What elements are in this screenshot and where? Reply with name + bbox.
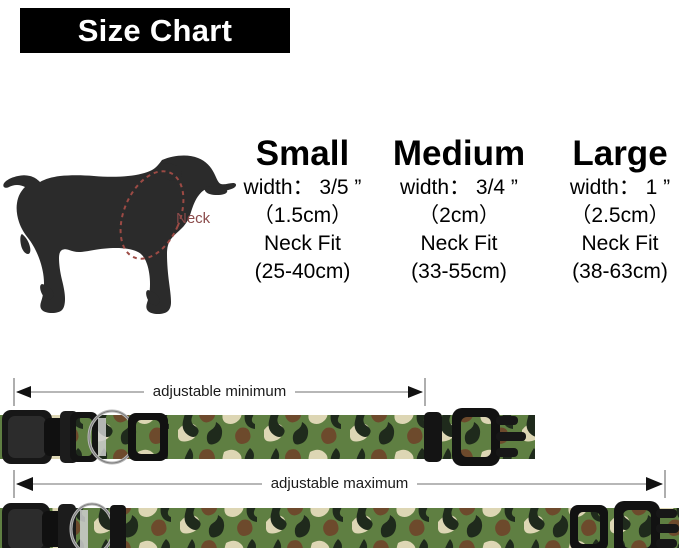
tri-glide-slider xyxy=(128,413,168,461)
measure-adjustable-minimum: adjustable minimum xyxy=(13,377,426,407)
size-fit-label: Neck Fit xyxy=(581,232,659,255)
size-width: width： 3/4 ” xyxy=(400,176,518,199)
page-title-banner: Size Chart xyxy=(20,8,290,53)
collar-image-maximum xyxy=(0,496,679,548)
size-width: width： 1 ” xyxy=(569,176,671,199)
buckle-keeper-left xyxy=(110,505,126,548)
size-fit-label: Neck Fit xyxy=(420,232,498,255)
buckle-keeper-right xyxy=(424,412,442,462)
size-width-metric: （1.5cm） xyxy=(252,204,353,227)
measure-label: adjustable maximum xyxy=(13,469,666,499)
size-column-medium: Medium width： 3/4 ” （2cm） Neck Fit (33-5… xyxy=(383,134,535,286)
size-column-large: Large width： 1 ” （2.5cm） Neck Fit (38-63… xyxy=(561,134,679,286)
side-release-buckle-right xyxy=(614,501,679,548)
side-release-buckle-left xyxy=(2,503,76,548)
size-width-metric: （2cm） xyxy=(418,204,500,227)
neck-label: Neck xyxy=(176,210,211,227)
measure-adjustable-maximum: adjustable maximum xyxy=(13,469,666,499)
side-release-buckle-right xyxy=(452,408,526,466)
size-name: Small xyxy=(255,134,350,173)
size-column-small: Small width： 3/5 ” （1.5cm） Neck Fit (25-… xyxy=(240,134,365,286)
measure-label: adjustable minimum xyxy=(13,377,426,407)
page-title: Size Chart xyxy=(77,13,233,48)
size-fit-range: (25-40cm) xyxy=(254,260,351,283)
neck-measure-ring xyxy=(119,170,185,260)
size-name: Large xyxy=(572,134,668,173)
tri-glide-slider xyxy=(570,505,608,548)
size-name: Medium xyxy=(392,134,526,173)
size-fit-range: (38-63cm) xyxy=(572,260,668,283)
side-release-buckle-left xyxy=(2,410,78,464)
size-fit-label: Neck Fit xyxy=(263,232,341,255)
dog-body-shape xyxy=(3,155,237,314)
collar-image-minimum xyxy=(0,402,535,472)
dog-silhouette xyxy=(2,142,242,322)
size-width: width： 3/5 ” xyxy=(243,176,362,199)
size-fit-range: (33-55cm) xyxy=(411,260,507,283)
size-width-metric: （2.5cm） xyxy=(570,204,670,227)
